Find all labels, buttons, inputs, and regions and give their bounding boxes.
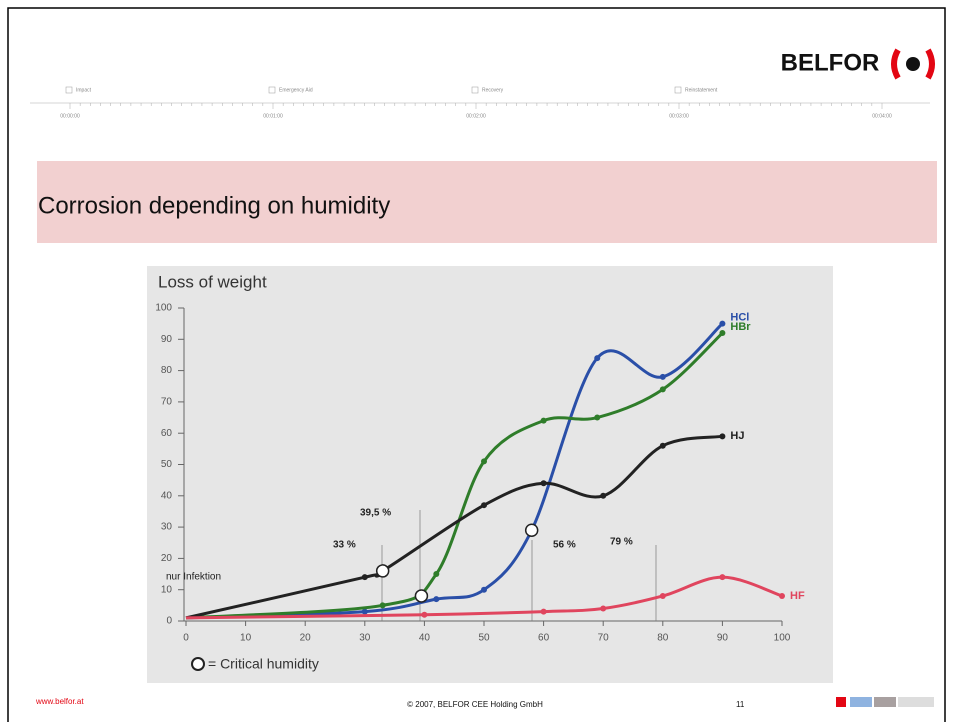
time-label: 00:00:00 — [60, 113, 80, 119]
time-label: 00:04:00 — [872, 113, 892, 119]
data-point — [719, 330, 726, 337]
time-label: 00:03:00 — [669, 113, 689, 119]
footer-blocks — [836, 697, 934, 707]
data-point — [481, 458, 487, 465]
x-tick-label: 80 — [657, 633, 669, 644]
y-tick-label: 100 — [155, 303, 172, 314]
data-point — [659, 442, 666, 449]
critical-point — [524, 523, 539, 537]
x-tick-label: 0 — [183, 633, 189, 644]
page-number: 11 — [736, 700, 745, 709]
series-label: HCl — [730, 312, 749, 324]
data-point — [659, 386, 666, 393]
data-point — [600, 492, 607, 499]
annotation: 39,5 % — [360, 508, 391, 519]
data-point — [481, 586, 487, 593]
phase-box — [471, 86, 479, 94]
data-point — [719, 574, 726, 581]
x-tick-label: 70 — [598, 633, 610, 644]
slide-frame — [7, 7, 946, 727]
data-point — [600, 605, 607, 612]
y-tick-label: 40 — [161, 490, 173, 501]
x-tick-label: 60 — [538, 633, 550, 644]
phase-label: Impact — [76, 87, 92, 93]
y-tick-label: 0 — [166, 616, 172, 627]
y-tick-label: 50 — [161, 459, 173, 470]
slide-title: Corrosion depending on humidity — [38, 192, 390, 219]
data-point — [540, 480, 547, 487]
y-tick-label: 60 — [161, 428, 173, 439]
footer-url: www.belfor.at — [35, 697, 84, 706]
data-point — [433, 596, 440, 603]
y-tick-label: 80 — [161, 365, 173, 376]
phase-box — [674, 86, 682, 94]
series-label: HF — [790, 590, 805, 602]
critical-point — [375, 564, 390, 578]
data-point — [719, 320, 726, 327]
logo-icon — [891, 48, 935, 80]
data-point — [433, 571, 440, 578]
series-label: HJ — [730, 430, 744, 442]
phase-box — [268, 86, 276, 94]
data-point — [379, 602, 386, 609]
x-tick-label: 20 — [300, 633, 312, 644]
series-line — [185, 434, 723, 620]
data-point — [421, 611, 428, 618]
y-tick-label: 70 — [161, 397, 173, 408]
phase-label: Reinstatement — [685, 87, 718, 93]
legend-note: = Critical humidity — [208, 656, 319, 672]
data-point — [540, 608, 547, 615]
critical-point — [414, 589, 429, 603]
x-tick-label: 40 — [419, 633, 431, 644]
x-tick-label: 90 — [717, 633, 729, 644]
x-tick-label: 30 — [359, 633, 371, 644]
data-point — [594, 355, 601, 362]
y-tick-label: 30 — [161, 522, 173, 533]
time-label: 00:01:00 — [263, 113, 283, 119]
series-line — [185, 575, 783, 620]
annotation: 79 % — [610, 537, 633, 548]
chart-title: Loss of weight — [158, 272, 267, 291]
y-tick-label: 90 — [161, 334, 173, 345]
data-point — [540, 417, 547, 424]
data-point — [719, 433, 726, 440]
time-label: 00:02:00 — [466, 113, 486, 119]
data-point — [659, 592, 666, 599]
x-tick-label: 100 — [774, 633, 791, 644]
series-label: HBr — [730, 321, 751, 333]
data-point — [361, 574, 368, 581]
y-tick-label: 20 — [161, 553, 173, 564]
y-tick-label: 10 — [161, 584, 173, 595]
title-band — [37, 161, 937, 243]
data-point — [481, 502, 487, 509]
x-tick-label: 10 — [240, 633, 252, 644]
phase-label: Emergency Aid — [279, 87, 313, 93]
footer-copyright: © 2007, BELFOR CEE Holding GmbH — [407, 700, 543, 709]
data-point — [594, 414, 601, 421]
annotation: nur Infektion — [166, 572, 221, 583]
phase-box — [65, 86, 73, 94]
annotation: 56 % — [553, 540, 576, 551]
x-tick-label: 50 — [478, 633, 490, 644]
phase-label: Recovery — [482, 87, 504, 93]
annotation: 33 % — [333, 540, 356, 551]
data-point — [779, 592, 785, 599]
logo: BELFOR — [781, 49, 880, 76]
data-point — [361, 608, 368, 615]
data-point — [659, 373, 666, 380]
legend-star — [191, 657, 205, 671]
